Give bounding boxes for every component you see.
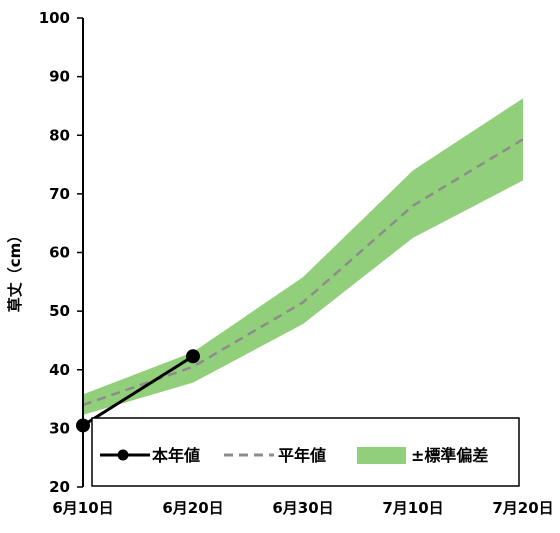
y-tick-label: 60 xyxy=(49,244,70,262)
current-year-point xyxy=(186,349,200,364)
normal-year-line xyxy=(82,138,524,407)
x-tick-label: 6月10日 xyxy=(52,499,113,517)
y-tick-label: 70 xyxy=(49,185,70,203)
x-tick-label: 6月30日 xyxy=(272,499,333,517)
x-tick-label: 7月20日 xyxy=(492,499,553,517)
y-tick-label: 90 xyxy=(49,68,70,86)
y-tick-label: 100 xyxy=(39,9,70,27)
y-tick-label: 20 xyxy=(49,478,70,496)
legend-label-current: 本年値 xyxy=(152,446,200,465)
y-tick-label: 40 xyxy=(49,361,70,379)
y-tick-label: 30 xyxy=(49,419,70,437)
legend-label-band: ±標準偏差 xyxy=(411,446,488,465)
y-tick-label: 50 xyxy=(49,302,70,320)
current-year-line xyxy=(82,354,194,427)
legend: 本年値 平年値 ±標準偏差 xyxy=(91,417,520,487)
legend-label-normal: 平年値 xyxy=(278,446,326,465)
y-tick-label: 80 xyxy=(49,126,70,144)
legend-swatch-band xyxy=(357,447,406,464)
x-tick-label: 7月10日 xyxy=(382,499,443,517)
std-dev-band xyxy=(83,98,523,415)
y-axis-label: 草丈（cm） xyxy=(6,228,24,313)
legend-box xyxy=(91,417,520,487)
x-tick-label: 6月20日 xyxy=(162,499,223,517)
legend-marker-current xyxy=(117,449,129,461)
